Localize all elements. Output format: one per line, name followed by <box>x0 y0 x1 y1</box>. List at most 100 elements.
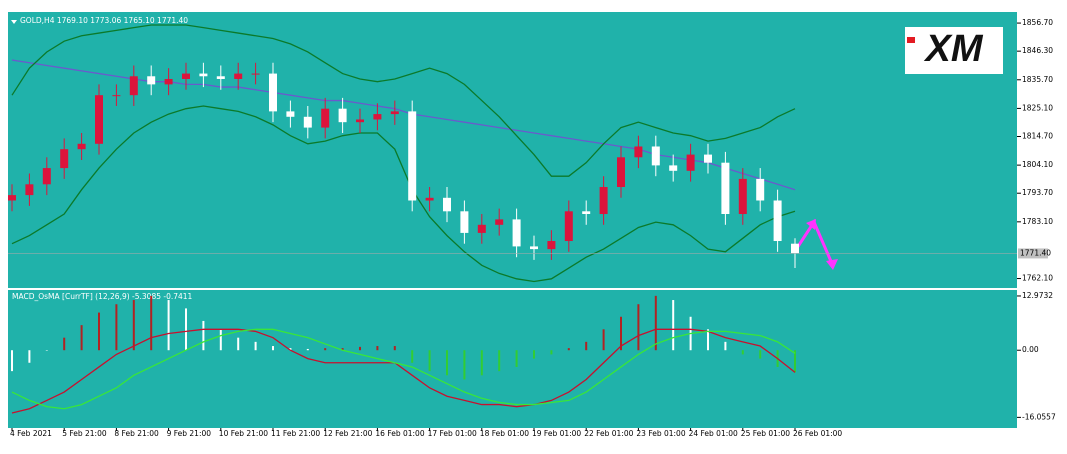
x-tick-label: 12 Feb 21:00 <box>323 429 372 438</box>
candle-body <box>582 211 591 215</box>
x-tick-label: 9 Feb 21:00 <box>167 429 212 438</box>
y-tick-label: -16.0557 <box>1022 412 1056 421</box>
histogram-bar <box>585 341 588 351</box>
indicator-title: MACD_OsMA [CurrTF] (12,26,9) -5.3085 -0.… <box>12 292 193 301</box>
histogram-bar <box>28 350 31 363</box>
candle-body <box>443 197 451 212</box>
y-tick-label: 1825.10 <box>1022 103 1053 112</box>
histogram-bar <box>672 300 675 351</box>
y-tick-label: 1835.70 <box>1022 75 1053 84</box>
candle-body <box>756 178 765 201</box>
candle-body <box>530 246 538 250</box>
candle-body <box>286 111 295 117</box>
candle-body <box>199 73 208 77</box>
histogram-bar <box>202 320 205 351</box>
y-tick-label: 1793.70 <box>1022 188 1053 197</box>
logo-box <box>905 27 1003 74</box>
candle-body <box>356 119 364 123</box>
histogram-bar <box>654 295 657 351</box>
histogram-bar <box>446 350 448 376</box>
x-tick-label: 18 Feb 01:00 <box>480 429 529 438</box>
x-tick-label: 22 Feb 01:00 <box>584 429 633 438</box>
candle-body <box>721 162 730 215</box>
candle-body <box>617 157 625 187</box>
forecast-arrow <box>795 218 838 270</box>
candle-body <box>669 165 678 171</box>
x-tick-label: 26 Feb 01:00 <box>793 429 842 438</box>
candle-body <box>477 224 486 233</box>
histogram-bar <box>724 341 727 351</box>
x-tick-label: 4 Feb 2021 <box>10 429 52 438</box>
indicator-line <box>11 59 796 191</box>
candle-body <box>234 73 243 79</box>
candle-body <box>704 154 712 163</box>
y-tick-label: 1846.30 <box>1022 46 1053 55</box>
candle-body <box>634 146 643 158</box>
y-tick-label: 1804.10 <box>1022 160 1053 169</box>
histogram-bar <box>289 348 292 351</box>
candle-body <box>408 111 417 201</box>
histogram-bar <box>98 312 100 351</box>
x-tick-label: 11 Feb 21:00 <box>271 429 320 438</box>
histogram-bar <box>115 304 118 351</box>
candle-body <box>25 184 34 196</box>
candle-body <box>269 73 277 112</box>
histogram-bar <box>272 346 274 351</box>
candle-body <box>338 108 347 123</box>
histogram-bar <box>533 350 535 359</box>
histogram-bar <box>393 346 396 351</box>
indicator-line <box>11 105 796 283</box>
histogram-bar <box>254 341 257 351</box>
candle-body <box>791 243 799 254</box>
x-tick-label: 24 Feb 01:00 <box>689 429 738 438</box>
histogram-bar <box>150 295 153 351</box>
candle-body <box>321 108 330 128</box>
arrow-head <box>806 219 816 230</box>
current-price-box <box>1018 248 1048 259</box>
candle-body <box>547 241 556 250</box>
chart-title: GOLD,H4 1769.10 1773.06 1765.10 1771.40 <box>20 16 188 25</box>
y-tick-label: 1783.10 <box>1022 217 1053 226</box>
histogram-bar <box>80 325 83 351</box>
x-tick-label: 10 Feb 21:00 <box>219 429 268 438</box>
histogram-bar <box>63 337 66 351</box>
histogram-bar <box>359 346 361 351</box>
histogram-bar <box>11 350 13 372</box>
y-tick-label: 1814.70 <box>1022 131 1053 140</box>
histogram-bar <box>567 348 570 351</box>
histogram-bar <box>707 329 709 351</box>
logo-accent <box>907 37 915 43</box>
candle-body <box>42 168 51 185</box>
candle-body <box>95 95 103 144</box>
main-panel <box>8 12 1017 288</box>
candle-body <box>651 146 660 166</box>
histogram-bar <box>306 348 309 351</box>
histogram-bar <box>237 337 240 351</box>
candle-body <box>112 95 121 97</box>
histogram-bar <box>411 350 414 363</box>
macd-panel <box>8 290 1017 428</box>
histogram-bar <box>515 350 518 367</box>
histogram-bar <box>219 329 222 351</box>
x-tick-label: 8 Feb 21:00 <box>114 429 159 438</box>
candle-body <box>390 111 399 115</box>
histogram-bar <box>759 350 762 359</box>
candle-body <box>60 149 69 169</box>
histogram-bar <box>167 300 170 351</box>
x-tick-label: 25 Feb 01:00 <box>741 429 790 438</box>
candle-body <box>460 211 469 233</box>
x-tick-label: 17 Feb 01:00 <box>428 429 477 438</box>
candle-body <box>164 78 173 85</box>
candle-body <box>182 73 190 79</box>
histogram-bar <box>341 348 344 351</box>
histogram-bar <box>498 350 501 372</box>
candle-body <box>599 186 608 215</box>
histogram-bar <box>480 350 483 376</box>
menu-arrow <box>11 20 17 24</box>
histogram-bar <box>132 300 135 351</box>
histogram-bar <box>550 350 553 355</box>
x-tick-label: 16 Feb 01:00 <box>375 429 424 438</box>
x-tick-label: 19 Feb 01:00 <box>532 429 581 438</box>
